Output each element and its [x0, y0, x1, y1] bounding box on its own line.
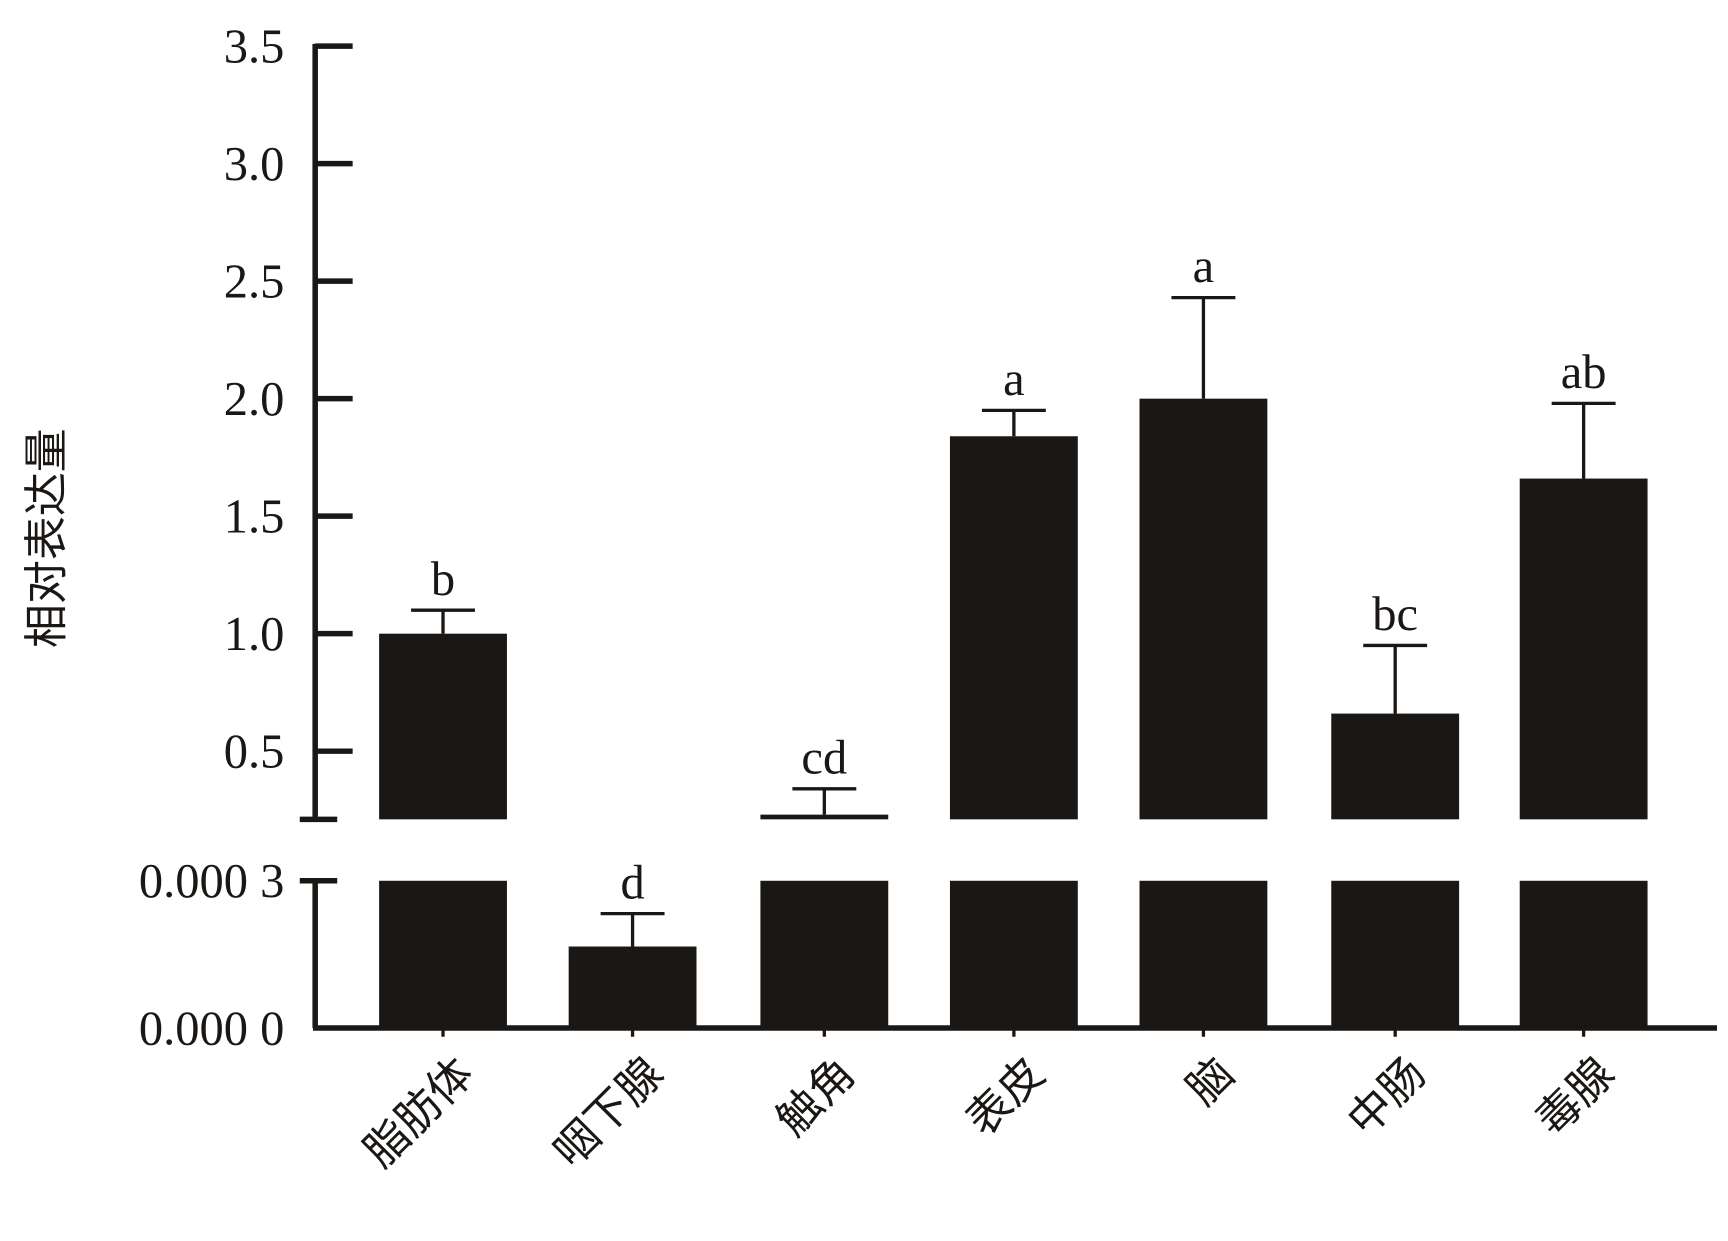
y-tick-label: 2.0	[224, 373, 285, 426]
axes: 0.5 1.0 1.5 2.0 2.5 3.0 3.5 0.000 0 0.000 3	[139, 21, 1717, 1055]
x-tick-label: 咽下腺	[544, 1048, 674, 1177]
bars	[379, 295, 1648, 1028]
bar-lower	[949, 880, 1078, 1028]
bar-upper	[1331, 713, 1460, 820]
y-axis-label: 相对表达量	[22, 428, 73, 648]
significance-letter: cd	[801, 731, 847, 784]
bar-lower	[1519, 880, 1648, 1028]
y-tick-label: 2.5	[224, 256, 285, 309]
significance-letter: b	[431, 553, 455, 606]
significance-letter: a	[1193, 240, 1215, 293]
bar-lower	[760, 880, 889, 1028]
significance-letter: ab	[1561, 346, 1607, 399]
bar-upper	[760, 814, 889, 820]
bar-upper	[1139, 398, 1268, 820]
significance-letter: d	[620, 856, 644, 909]
y-tick-label: 3.0	[224, 138, 285, 191]
bar-lower	[379, 880, 507, 1028]
x-tick-label: 中肠	[1338, 1048, 1436, 1146]
x-tick-label: 毒腺	[1526, 1048, 1624, 1146]
significance-letter: a	[1003, 353, 1025, 406]
x-tick-label: 触角	[767, 1048, 865, 1146]
bar-lower	[568, 946, 697, 1028]
y-tick-label: 0.000 3	[139, 855, 284, 908]
bar-upper	[379, 633, 507, 820]
y-tick-label: 3.5	[224, 21, 285, 74]
bar-lower	[1331, 880, 1460, 1028]
y-tick-label: 0.000 0	[139, 1002, 284, 1055]
y-tick-label: 0.5	[224, 726, 285, 779]
bar-lower	[1139, 880, 1268, 1028]
y-tick-label: 1.0	[224, 608, 285, 661]
x-tick-label: 脑	[1177, 1048, 1244, 1115]
x-tick-label: 脂肪体	[354, 1048, 484, 1177]
y-tick-label: 1.5	[224, 491, 285, 544]
significance-letter: bc	[1372, 588, 1418, 641]
bar-upper	[949, 436, 1078, 820]
x-tick-label: 表皮	[956, 1048, 1054, 1146]
bar-upper	[1519, 478, 1648, 820]
